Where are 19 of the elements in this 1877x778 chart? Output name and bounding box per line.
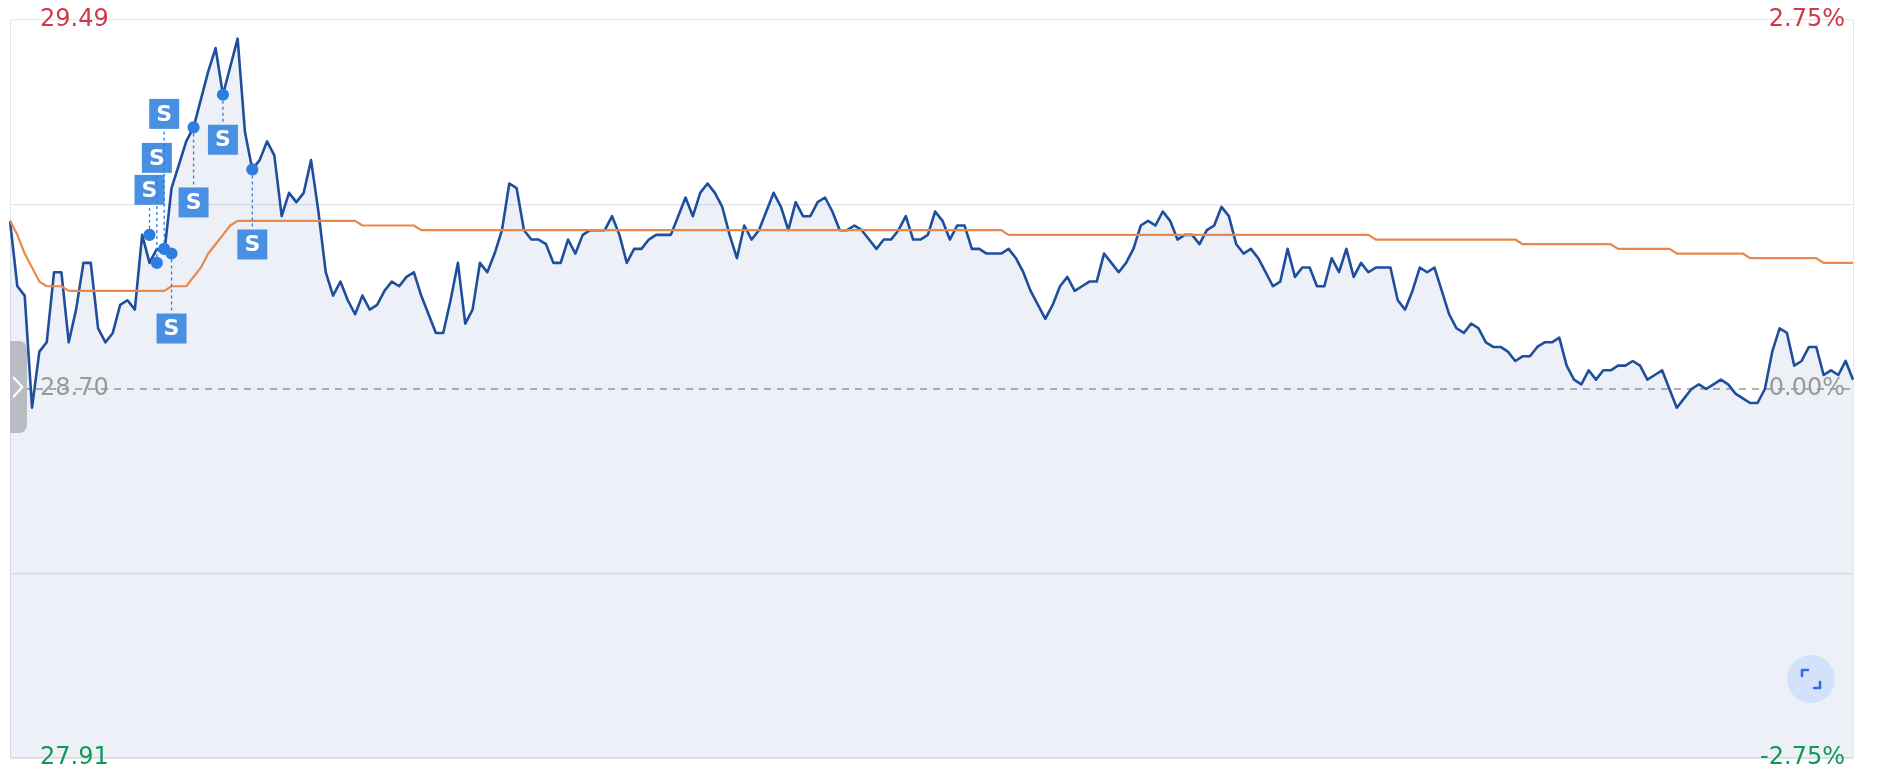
point <box>246 163 259 176</box>
y2-tick-label: 0.00% <box>1768 373 1845 402</box>
annotation: S <box>185 189 202 215</box>
point <box>187 121 200 134</box>
y-tick-label: 29.49 <box>40 4 109 33</box>
y-tick-label: 28.70 <box>40 373 109 402</box>
annotation: S <box>148 144 165 170</box>
annotation: S <box>141 176 158 202</box>
y-tick-label: 27.91 <box>40 742 109 771</box>
point <box>150 256 163 269</box>
y2-tick-label: 2.75% <box>1768 4 1845 33</box>
point <box>216 88 230 101</box>
point <box>143 228 156 241</box>
annotation: S <box>244 231 261 257</box>
annotation: S <box>163 315 180 341</box>
y2-tick-label: -2.75% <box>1760 742 1845 771</box>
annotation: S <box>215 126 231 152</box>
annotation: S <box>156 100 173 126</box>
point <box>165 247 178 260</box>
